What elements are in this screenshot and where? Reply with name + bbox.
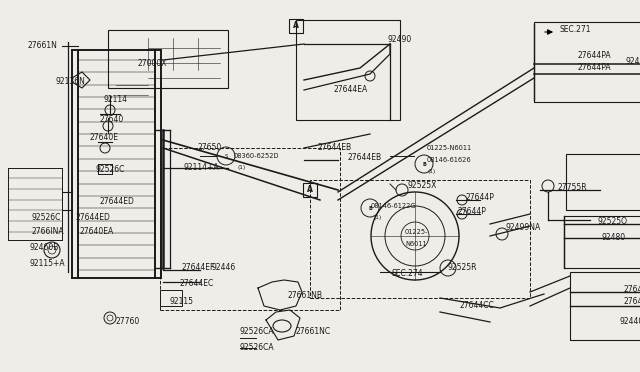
Bar	[160, 290, 182, 306]
Bar	[289, 19, 303, 33]
Bar	[566, 154, 640, 210]
Text: 92525O: 92525O	[598, 218, 628, 227]
Bar	[564, 216, 640, 268]
Text: 92526C: 92526C	[32, 214, 61, 222]
Text: 01225-: 01225-	[405, 229, 429, 235]
Text: (1): (1)	[374, 215, 382, 221]
Bar	[296, 20, 400, 120]
Text: (1): (1)	[238, 166, 246, 170]
Text: 27640E: 27640E	[90, 134, 119, 142]
Text: 92525R: 92525R	[447, 263, 477, 273]
Text: 27755R: 27755R	[557, 183, 587, 192]
Text: S: S	[224, 154, 228, 158]
Bar	[108, 30, 228, 88]
Text: 92115: 92115	[170, 298, 194, 307]
Text: 27661N: 27661N	[27, 42, 57, 51]
Text: SEC.271: SEC.271	[560, 26, 591, 35]
Text: 27644ED: 27644ED	[100, 198, 135, 206]
Text: B: B	[422, 161, 426, 167]
Text: 92460B: 92460B	[30, 244, 60, 253]
Text: SEC.274: SEC.274	[392, 269, 424, 279]
Bar	[310, 180, 530, 298]
Text: 92440: 92440	[620, 317, 640, 327]
Text: 27661NB: 27661NB	[288, 291, 323, 299]
Text: B: B	[368, 205, 372, 211]
Text: 27000X: 27000X	[138, 58, 168, 67]
Text: 27644ED: 27644ED	[76, 214, 111, 222]
Text: 08146-6122G: 08146-6122G	[371, 203, 417, 209]
Text: 08146-61626: 08146-61626	[427, 157, 472, 163]
Text: 92526CA: 92526CA	[239, 343, 274, 353]
Bar	[570, 272, 640, 340]
Text: 27644CC: 27644CC	[460, 301, 495, 310]
Text: 27644PA: 27644PA	[577, 64, 611, 73]
Text: 2766lNA: 2766lNA	[32, 228, 65, 237]
Text: 27640: 27640	[99, 115, 124, 125]
Text: N6011: N6011	[405, 241, 427, 247]
Text: 92450: 92450	[626, 58, 640, 67]
Text: 27644P: 27644P	[458, 208, 487, 217]
Text: 27644E: 27644E	[624, 285, 640, 295]
Text: (1): (1)	[427, 170, 435, 174]
Text: 27644PA: 27644PA	[577, 51, 611, 61]
Text: 27760: 27760	[115, 317, 140, 327]
Text: 27644E: 27644E	[624, 298, 640, 307]
Text: 92114: 92114	[104, 96, 128, 105]
Text: 92136N: 92136N	[55, 77, 85, 87]
Text: 92499NA: 92499NA	[505, 224, 540, 232]
Text: 92526CA: 92526CA	[239, 327, 274, 337]
Text: A: A	[307, 186, 313, 195]
Text: 27661NC: 27661NC	[295, 327, 330, 337]
Text: 92114+A: 92114+A	[183, 164, 219, 173]
Text: 01225-N6011: 01225-N6011	[427, 145, 472, 151]
Text: 92526C: 92526C	[95, 166, 124, 174]
Text: 92525X: 92525X	[407, 182, 436, 190]
Text: 92115+A: 92115+A	[30, 260, 66, 269]
Text: 92490: 92490	[388, 35, 412, 45]
Text: 92480: 92480	[601, 234, 625, 243]
Text: 27650: 27650	[198, 144, 222, 153]
Text: 27644EB: 27644EB	[317, 144, 351, 153]
Text: 92446: 92446	[212, 263, 236, 273]
Text: 27644EA: 27644EA	[334, 86, 368, 94]
Text: 08360-6252D: 08360-6252D	[234, 153, 280, 159]
Bar	[534, 22, 640, 102]
Text: 27644EC: 27644EC	[180, 279, 214, 289]
Text: A: A	[293, 22, 299, 31]
Text: 27644EF: 27644EF	[181, 263, 214, 273]
Bar	[303, 183, 317, 197]
Bar	[160, 148, 340, 310]
Text: 27644EB: 27644EB	[348, 154, 382, 163]
Text: 27644P: 27644P	[465, 193, 494, 202]
Text: 27640EA: 27640EA	[80, 228, 115, 237]
